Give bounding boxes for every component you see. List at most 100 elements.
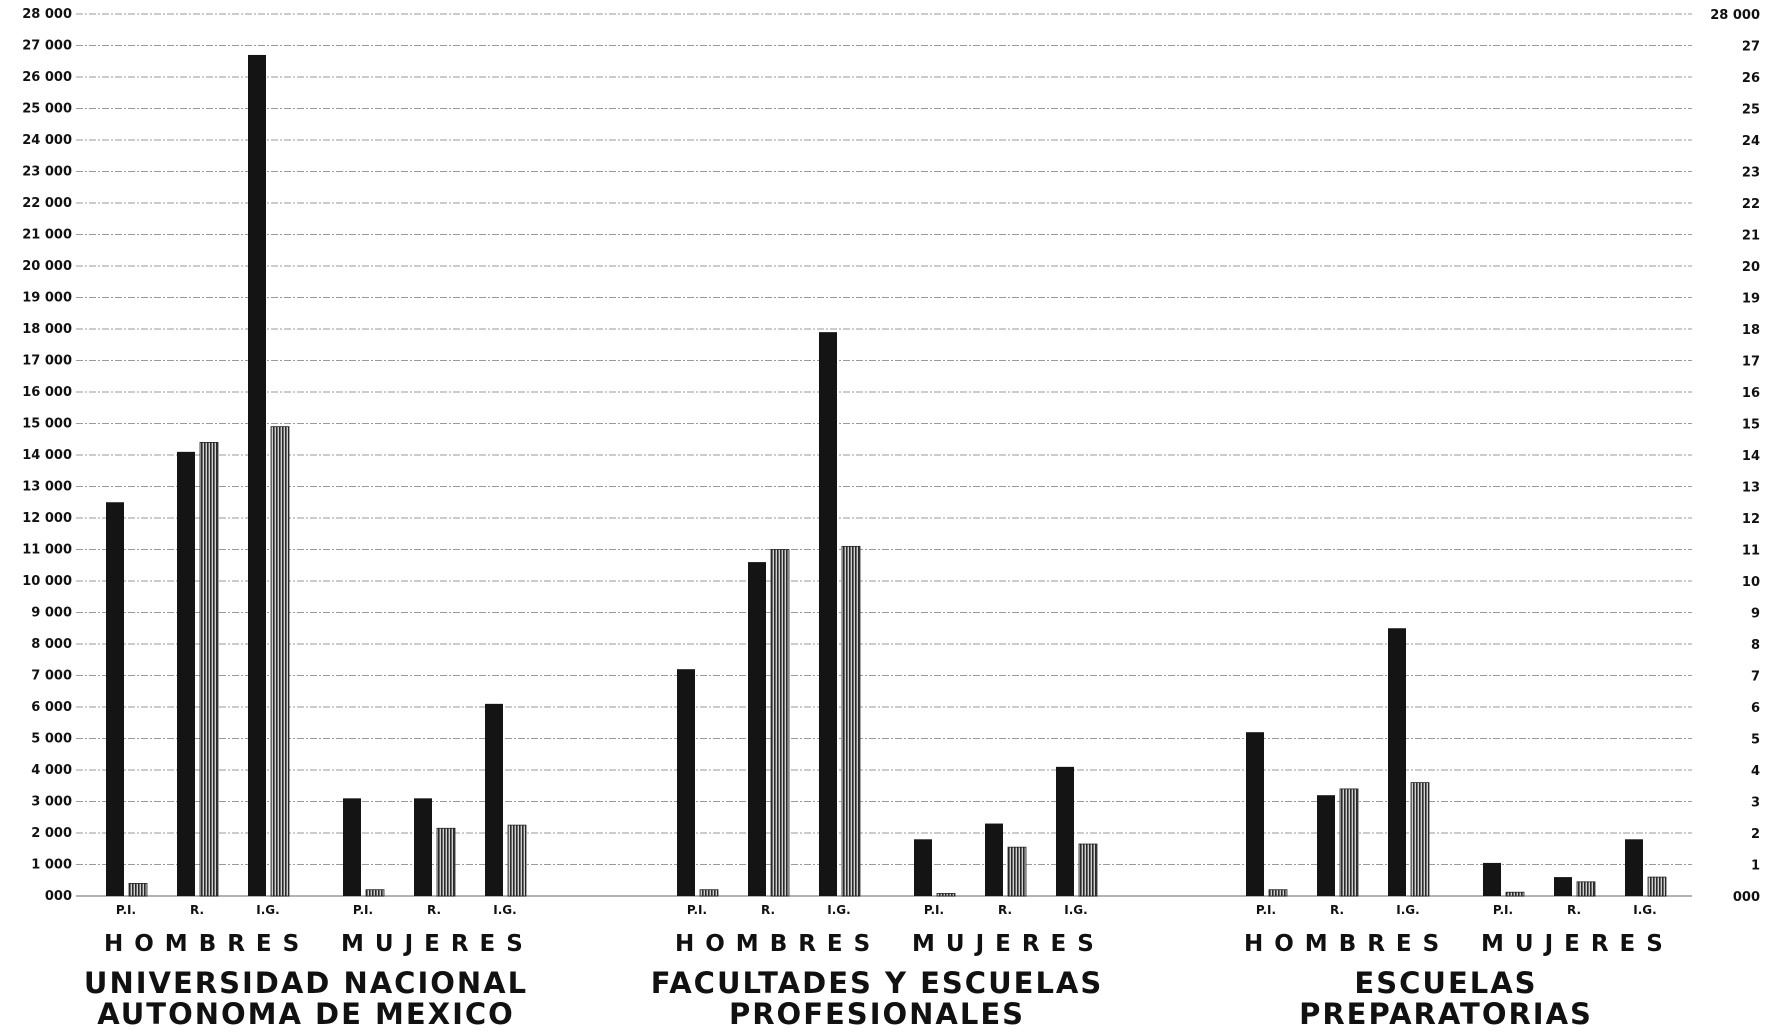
y-tick-label-right: 12 <box>1742 512 1760 527</box>
bar-category-label: P.I. <box>687 903 707 917</box>
sex-label: MUJERES <box>341 931 534 957</box>
bar-hatched <box>270 426 290 897</box>
y-tick-label-left: 7 000 <box>31 669 72 684</box>
bar-category-label: R. <box>998 903 1012 917</box>
y-tick-label-left: 11 000 <box>22 543 72 558</box>
bar-hatched <box>128 883 148 897</box>
y-tick-label-right: 20 <box>1742 260 1760 275</box>
y-tick-label-left: 14 000 <box>22 448 72 463</box>
group-title-line2: PREPARATORIAS <box>1299 997 1593 1030</box>
y-tick-label-right: 5 <box>1751 733 1760 748</box>
y-tick-label-right: 26 <box>1742 71 1760 86</box>
bar-pi <box>1246 732 1264 896</box>
y-tick-label-left: 21 000 <box>22 228 72 243</box>
bar-category-label: I.G. <box>1396 903 1419 917</box>
y-tick-label-right: 000 <box>1733 890 1760 905</box>
y-tick-label-right: 7 <box>1751 670 1760 685</box>
bar-pi <box>1625 839 1643 896</box>
y-tick-label-right: 17 <box>1742 355 1760 370</box>
bar-hatched <box>436 827 456 897</box>
sex-label: MUJERES <box>1481 931 1674 957</box>
y-tick-label-right: 8 <box>1751 638 1760 653</box>
y-tick-label-left: 2 000 <box>31 826 72 841</box>
y-tick-label-right: 3 <box>1751 796 1760 811</box>
bar-pi <box>414 798 432 896</box>
bar-pi <box>1388 628 1406 896</box>
y-tick-label-right: 11 <box>1742 544 1760 559</box>
y-tick-label-left: 22 000 <box>22 196 72 211</box>
y-axis-right: 0001234567891011121314151617181920212223… <box>1710 8 1760 905</box>
y-tick-label-right: 6 <box>1751 701 1760 716</box>
bar-pi <box>677 669 695 896</box>
y-tick-label-right: 23 <box>1742 166 1760 181</box>
bar-category-label: P.I. <box>1493 903 1513 917</box>
y-tick-label-left: 23 000 <box>22 165 72 180</box>
sex-label: HOMBRES <box>104 931 310 957</box>
bar-hatched <box>936 893 956 897</box>
bar-hatched <box>841 545 861 897</box>
y-tick-label-left: 16 000 <box>22 385 72 400</box>
bar-pi <box>819 332 837 896</box>
y-tick-label-left: 000 <box>45 889 72 904</box>
group-title-line2: AUTONOMA DE MEXICO <box>97 997 515 1030</box>
y-tick-label-left: 10 000 <box>22 574 72 589</box>
bar-pi <box>248 54 266 896</box>
bar-pi <box>1317 795 1335 896</box>
y-tick-label-right: 24 <box>1742 134 1760 149</box>
bar-category-label: I.G. <box>256 903 279 917</box>
y-tick-label-left: 4 000 <box>31 763 72 778</box>
y-tick-label-left: 28 000 <box>22 7 72 22</box>
bar-category-label: R. <box>1567 903 1581 917</box>
y-axis-left: 000 1 000 2 000 3 000 4 000 5 000 6 000 7 000 8 … <box>22 7 72 904</box>
sex-label: MUJERES <box>912 931 1105 957</box>
bar-pi <box>485 703 503 896</box>
bar-hatched <box>770 549 790 897</box>
bar-hatched <box>1647 876 1667 897</box>
bar-hatched <box>199 441 219 897</box>
bar-hatched <box>1007 846 1027 897</box>
y-tick-label-right: 28 000 <box>1710 8 1760 23</box>
sex-label: HOMBRES <box>1244 931 1450 957</box>
bars <box>106 54 1667 897</box>
y-tick-label-right: 10 <box>1742 575 1760 590</box>
bar-category-label: P.I. <box>353 903 373 917</box>
category-labels: P.I. R. I.G. HOMBRES P.I. R. I.G. MUJERES UNIVER… <box>84 903 1674 1031</box>
y-tick-label-right: 19 <box>1742 292 1760 307</box>
y-tick-label-right: 4 <box>1751 764 1760 779</box>
y-tick-label-left: 3 000 <box>31 795 72 810</box>
y-tick-label-left: 5 000 <box>31 732 72 747</box>
y-tick-label-left: 24 000 <box>22 133 72 148</box>
y-tick-label-left: 1 000 <box>31 858 72 873</box>
bar-pi <box>1554 877 1572 896</box>
y-tick-label-right: 13 <box>1742 481 1760 496</box>
group-title-line1: FACULTADES Y ESCUELAS <box>651 966 1104 1000</box>
y-tick-label-right: 1 <box>1751 859 1760 874</box>
y-tick-label-left: 6 000 <box>31 700 72 715</box>
bar-hatched <box>1505 891 1525 897</box>
bar-hatched <box>1339 788 1359 897</box>
y-tick-label-left: 18 000 <box>22 322 72 337</box>
bar-hatched <box>1410 782 1430 897</box>
bar-category-label: R. <box>1330 903 1344 917</box>
y-tick-label-left: 25 000 <box>22 102 72 117</box>
bar-category-label: P.I. <box>924 903 944 917</box>
group-title-line1: UNIVERSIDAD NACIONAL <box>84 966 528 1000</box>
bar-pi <box>106 502 124 896</box>
bar-category-label: P.I. <box>116 903 136 917</box>
y-tick-label-right: 18 <box>1742 323 1760 338</box>
bar-hatched <box>1576 881 1596 897</box>
bar-pi <box>1483 862 1501 896</box>
y-tick-label-left: 20 000 <box>22 259 72 274</box>
bar-pi <box>748 562 766 896</box>
gridlines <box>76 13 1692 897</box>
y-tick-label-left: 9 000 <box>31 606 72 621</box>
bar-category-label: I.G. <box>1064 903 1087 917</box>
y-tick-label-right: 21 <box>1742 229 1760 244</box>
bar-category-label: I.G. <box>827 903 850 917</box>
y-tick-label-left: 13 000 <box>22 480 72 495</box>
bar-category-label: P.I. <box>1256 903 1276 917</box>
bar-pi <box>985 823 1003 896</box>
y-tick-label-left: 12 000 <box>22 511 72 526</box>
